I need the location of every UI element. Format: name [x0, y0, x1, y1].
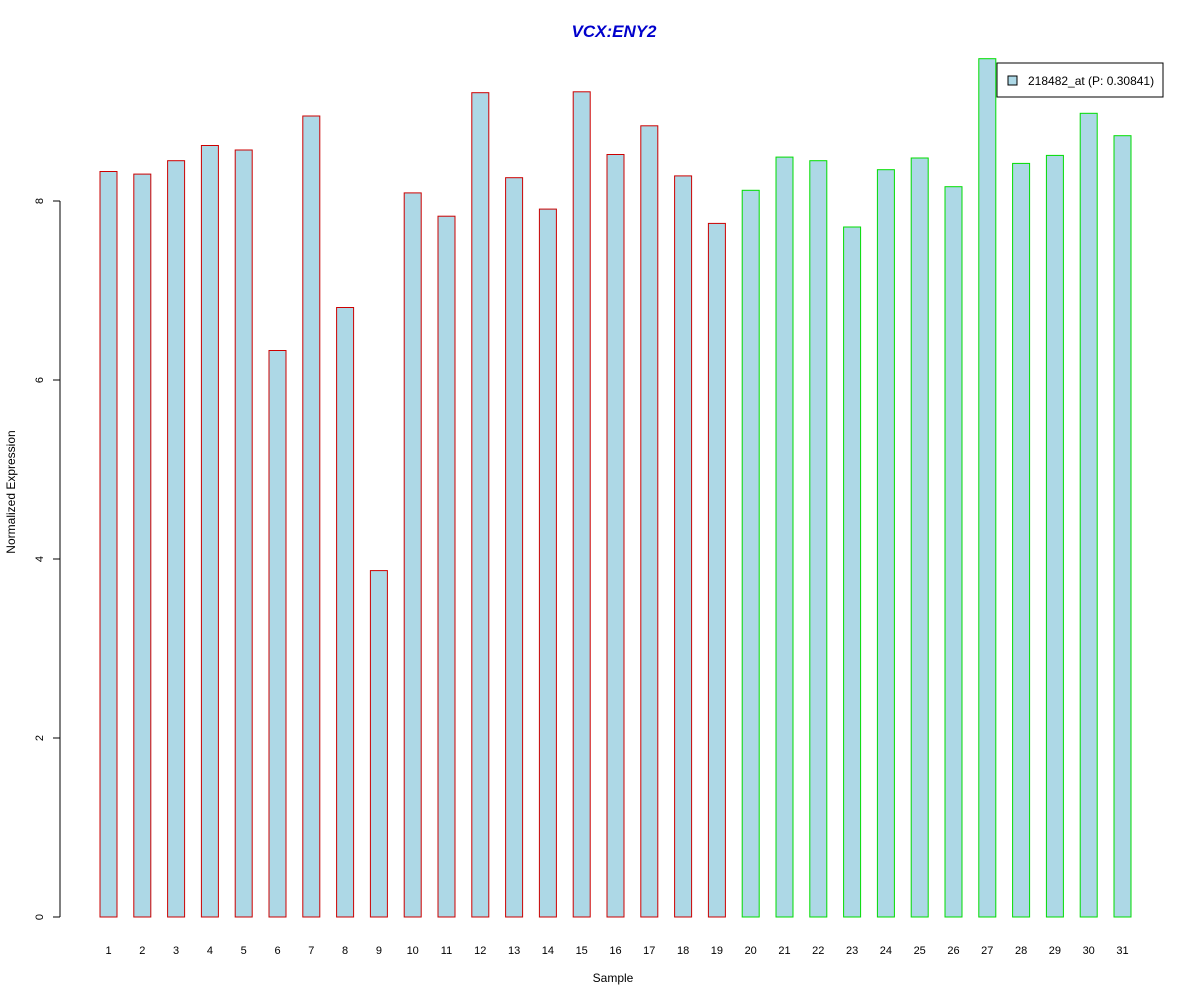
x-axis-label: Sample [593, 971, 634, 985]
x-tick-label: 20 [745, 945, 757, 957]
x-tick-label: 22 [812, 945, 824, 957]
bar-sample-7 [302, 115, 321, 918]
bar-sample-6 [268, 350, 287, 918]
x-tick-label: 19 [711, 945, 723, 957]
chart-title: VCX:ENY2 [571, 22, 657, 41]
x-tick-label: 6 [274, 945, 280, 957]
bar-sample-13 [505, 177, 524, 918]
bar-sample-25 [910, 157, 929, 918]
bar-sample-28 [1012, 162, 1031, 918]
x-tick-label: 17 [643, 945, 655, 957]
legend: 218482_at (P: 0.30841) [996, 62, 1164, 98]
x-tick-label: 15 [576, 945, 588, 957]
x-tick-label: 31 [1116, 945, 1128, 957]
x-tick-label: 5 [241, 945, 247, 957]
bar-sample-30 [1079, 112, 1098, 918]
x-tick-label: 3 [173, 945, 179, 957]
bar-sample-19 [707, 222, 726, 918]
bar-sample-12 [471, 92, 490, 918]
y-tick-label: 6 [34, 377, 46, 383]
bar-sample-22 [809, 160, 828, 918]
bar-sample-10 [403, 192, 422, 918]
x-tick-label: 10 [407, 945, 419, 957]
y-tick-label: 8 [34, 198, 46, 204]
x-tick-label: 7 [308, 945, 314, 957]
bar-sample-14 [538, 208, 557, 918]
bar-sample-16 [606, 154, 625, 918]
x-tick-label: 14 [542, 945, 554, 957]
y-tick-label: 2 [34, 735, 46, 741]
bar-sample-20 [741, 189, 760, 918]
x-tick-label: 18 [677, 945, 689, 957]
bar-sample-3 [167, 160, 186, 918]
bar-sample-27 [978, 58, 997, 918]
y-tick-label: 0 [34, 914, 46, 920]
x-tick-label: 27 [981, 945, 993, 957]
x-tick-label: 12 [474, 945, 486, 957]
x-tick-label: 29 [1049, 945, 1061, 957]
bar-sample-4 [200, 145, 219, 918]
bar-sample-31 [1113, 135, 1132, 918]
x-tick-label: 16 [609, 945, 621, 957]
y-axis-label: Normalized Expression [4, 430, 18, 553]
legend-swatch [1007, 75, 1018, 86]
x-tick-label: 4 [207, 945, 213, 957]
x-tick-label: 23 [846, 945, 858, 957]
x-tick-label: 26 [947, 945, 959, 957]
bar-sample-23 [843, 226, 862, 918]
bar-sample-2 [133, 173, 152, 918]
bar-sample-18 [674, 175, 693, 918]
x-tick-label: 9 [376, 945, 382, 957]
bars [99, 58, 1132, 918]
bar-sample-1 [99, 171, 118, 918]
bar-sample-9 [369, 570, 388, 918]
y-axis: 0 2 4 6 8 [34, 198, 61, 920]
x-tick-label: 2 [139, 945, 145, 957]
bar-sample-21 [775, 156, 794, 918]
bar-sample-24 [876, 169, 895, 918]
x-tick-label: 25 [914, 945, 926, 957]
bar-sample-29 [1045, 154, 1064, 918]
x-tick-label: 8 [342, 945, 348, 957]
bar-sample-26 [944, 186, 963, 918]
legend-label: 218482_at (P: 0.30841) [1028, 74, 1154, 88]
x-tick-label: 13 [508, 945, 520, 957]
legend-box [996, 62, 1164, 98]
bar-sample-17 [640, 125, 659, 918]
x-tick-label: 24 [880, 945, 892, 957]
x-tick-label: 28 [1015, 945, 1027, 957]
x-tick-label: 1 [105, 945, 111, 957]
x-tick-label: 11 [441, 945, 452, 957]
x-tick-label: 21 [778, 945, 790, 957]
bar-sample-8 [336, 307, 355, 918]
bar-sample-11 [437, 215, 456, 918]
bar-sample-5 [234, 149, 253, 918]
x-axis-ticks: 1 2 3 4 5 6 7 8 9 10 11 12 13 14 15 16 17 18 19 20 21 22 23 24 2… [105, 945, 1128, 957]
y-tick-label: 4 [34, 556, 46, 562]
bar-sample-15 [572, 91, 591, 918]
x-tick-label: 30 [1083, 945, 1095, 957]
